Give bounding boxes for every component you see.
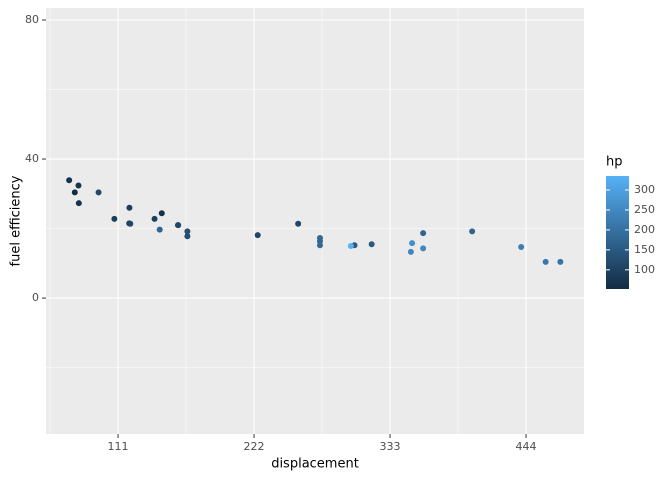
point bbox=[71, 189, 78, 196]
point bbox=[158, 210, 165, 217]
point bbox=[151, 215, 158, 222]
x-tick-label: 222 bbox=[244, 440, 265, 453]
point bbox=[111, 215, 118, 222]
point bbox=[368, 241, 375, 248]
colorbar-tick-label: 150 bbox=[634, 243, 655, 256]
colorbar-tick-label: 200 bbox=[634, 223, 655, 236]
point bbox=[156, 226, 163, 233]
point bbox=[347, 242, 354, 249]
point bbox=[184, 233, 191, 240]
y-tick-label: 80 bbox=[25, 13, 39, 26]
point bbox=[127, 220, 134, 227]
point bbox=[420, 230, 427, 237]
panel bbox=[46, 8, 584, 434]
point bbox=[420, 245, 427, 252]
point bbox=[542, 258, 549, 265]
point bbox=[254, 232, 261, 239]
x-tick-label: 111 bbox=[108, 440, 129, 453]
point bbox=[469, 228, 476, 235]
x-tick-label: 444 bbox=[516, 440, 537, 453]
point bbox=[126, 204, 133, 211]
point bbox=[557, 258, 564, 265]
x-tick-label: 333 bbox=[380, 440, 401, 453]
point bbox=[518, 243, 525, 250]
y-axis-title: fuel efficiency bbox=[9, 175, 24, 266]
y-tick-label: 0 bbox=[32, 291, 39, 304]
point bbox=[95, 189, 102, 196]
point bbox=[316, 234, 323, 241]
point bbox=[407, 248, 414, 255]
point bbox=[184, 228, 191, 235]
legend-title: hp bbox=[606, 155, 623, 170]
y-tick-label: 40 bbox=[25, 152, 39, 165]
x-axis-title: displacement bbox=[271, 457, 359, 472]
colorbar-tick-label: 250 bbox=[634, 203, 655, 216]
point bbox=[409, 240, 416, 247]
colorbar bbox=[606, 176, 629, 289]
point bbox=[316, 242, 323, 249]
point bbox=[295, 220, 302, 227]
colorbar-tick-label: 300 bbox=[634, 183, 655, 196]
point bbox=[66, 177, 73, 184]
point bbox=[175, 222, 182, 229]
colorbar-tick-label: 100 bbox=[634, 263, 655, 276]
point bbox=[75, 200, 82, 207]
point bbox=[75, 182, 82, 189]
